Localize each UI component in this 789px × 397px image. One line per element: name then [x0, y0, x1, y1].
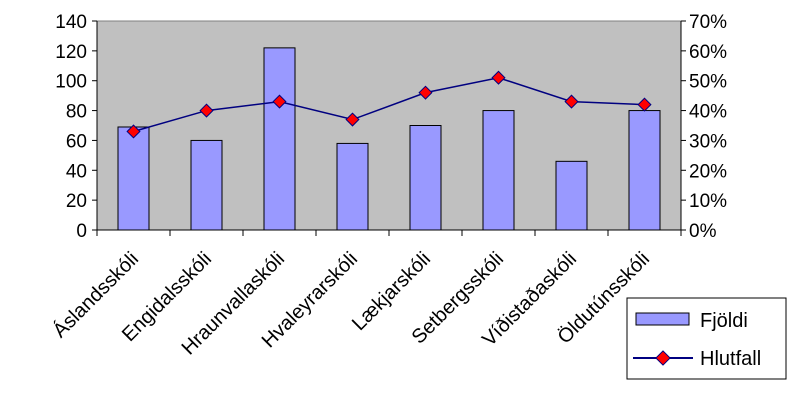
legend-label-fjoldi: Fjöldi — [700, 310, 748, 332]
hlutfall-point-7 — [564, 94, 579, 109]
right-tick-label: 40% — [689, 102, 727, 123]
bar-series — [117, 47, 661, 231]
left-tick-label: 60 — [66, 131, 87, 152]
bar-6 — [482, 110, 515, 231]
right-tick-label: 30% — [689, 131, 727, 152]
left-tick-label: 80 — [66, 102, 87, 123]
legend: Fjöldi Hlutfall — [626, 297, 787, 380]
hlutfall-point-4 — [345, 112, 360, 127]
bar-7 — [555, 160, 588, 231]
left-tick-label: 20 — [66, 191, 87, 212]
category-labels: ÁslandsskóliEngidalsskóliHraunvallaskóli… — [48, 247, 654, 359]
bar-4 — [336, 142, 369, 231]
right-tick-label: 60% — [689, 42, 727, 63]
right-tick-label: 0% — [689, 221, 717, 242]
right-tick-label: 70% — [689, 12, 727, 33]
hlutfall-point-6 — [491, 70, 506, 85]
hlutfall-point-3 — [272, 94, 287, 109]
line-series — [126, 70, 652, 139]
bar-8 — [628, 110, 661, 231]
right-tick-label: 20% — [689, 161, 727, 182]
bar-2 — [190, 139, 223, 231]
bar-5 — [409, 125, 442, 231]
legend-box — [626, 297, 787, 380]
bar-1 — [117, 126, 150, 231]
legend-swatch-fjoldi — [635, 312, 690, 326]
hlutfall-point-5 — [418, 85, 433, 100]
left-tick-label: 140 — [55, 12, 87, 33]
left-tick-label: 0 — [76, 221, 87, 242]
left-tick-label: 40 — [66, 161, 87, 182]
bar-3 — [263, 47, 296, 231]
hlutfall-point-1 — [126, 124, 141, 139]
hlutfall-line — [133, 76, 645, 133]
left-axis-ticks: 0 20 40 60 80 100 120 140 — [55, 12, 97, 242]
left-tick-label: 120 — [55, 42, 87, 63]
hlutfall-point-8 — [637, 97, 652, 112]
hlutfall-point-2 — [199, 103, 214, 118]
right-tick-label: 10% — [689, 191, 727, 212]
plot-area — [96, 20, 682, 231]
left-tick-label: 100 — [55, 72, 87, 93]
right-axis-ticks: 0% 10% 20% 30% 40% 50% 60% 70% — [681, 12, 727, 242]
legend-label-hlutfall: Hlutfall — [700, 348, 761, 370]
axes — [96, 21, 682, 236]
legend-marker-hlutfall — [655, 350, 671, 366]
right-tick-label: 50% — [689, 72, 727, 93]
